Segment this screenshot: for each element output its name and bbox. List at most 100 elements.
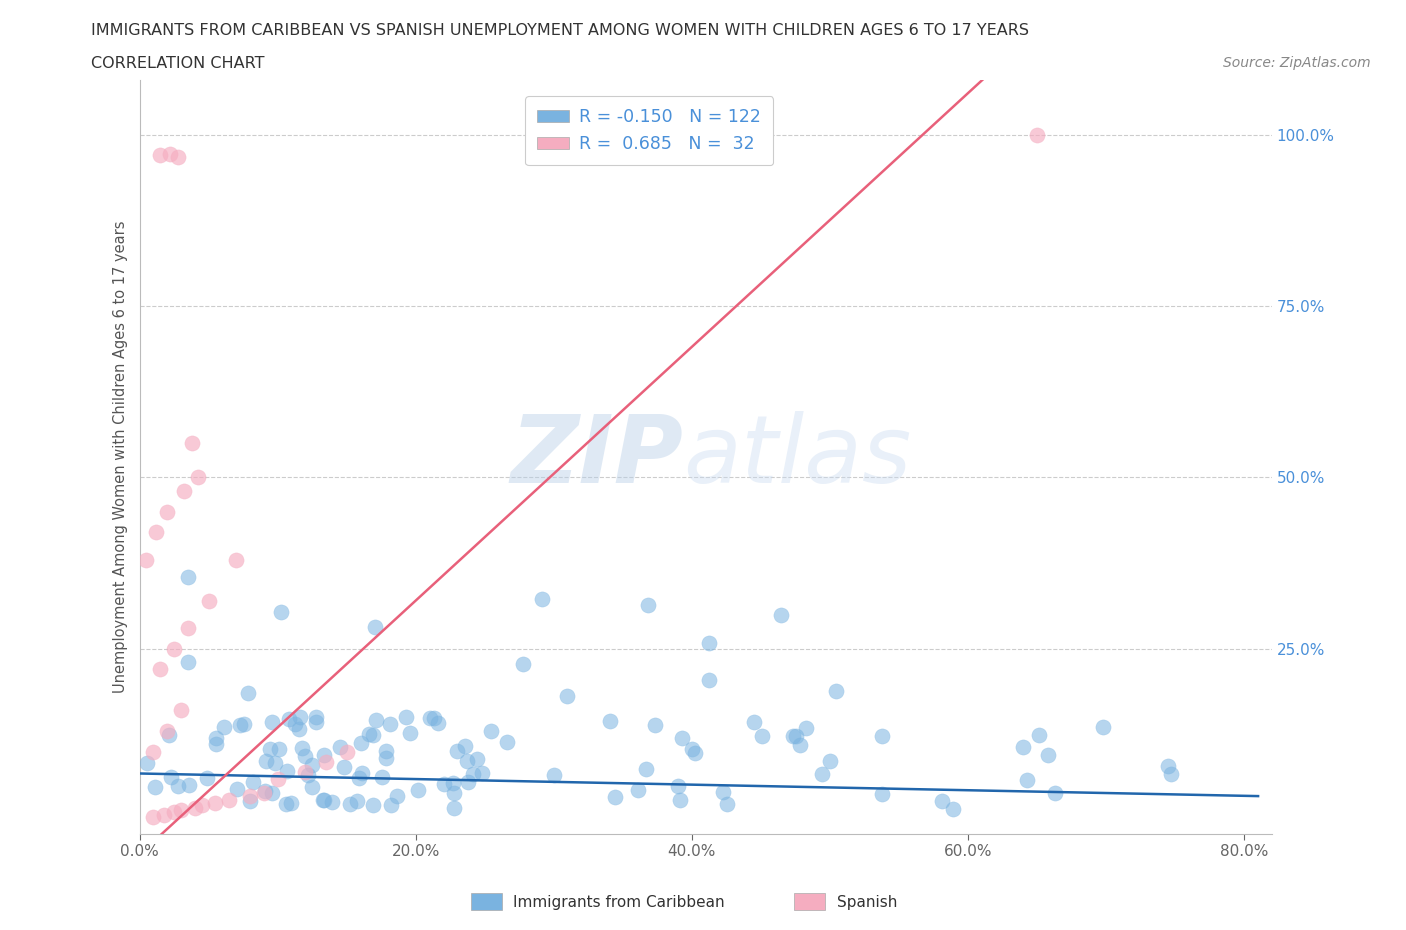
Point <box>170 703 193 718</box>
Point <box>276 764 298 778</box>
Point <box>1043 786 1066 801</box>
Text: atlas: atlas <box>683 411 911 502</box>
Point <box>751 728 773 743</box>
Point <box>346 794 368 809</box>
Point <box>371 770 394 785</box>
Point <box>294 749 316 764</box>
Point <box>671 731 693 746</box>
Point <box>328 739 350 754</box>
Point <box>179 778 201 793</box>
Point <box>177 654 200 669</box>
Point <box>742 714 765 729</box>
Point <box>205 737 228 751</box>
Point <box>177 621 200 636</box>
Point <box>441 776 464 790</box>
Point <box>408 782 430 797</box>
Point <box>347 770 370 785</box>
Point <box>352 766 374 781</box>
Point <box>259 741 281 756</box>
Point <box>142 809 165 824</box>
Point <box>312 793 335 808</box>
Point <box>1026 127 1049 142</box>
Point <box>870 729 893 744</box>
Point <box>479 724 502 738</box>
Point <box>931 793 953 808</box>
Point <box>143 780 166 795</box>
Point <box>627 782 650 797</box>
Point <box>426 716 449 731</box>
Y-axis label: Unemployment Among Women with Children Ages 6 to 17 years: Unemployment Among Women with Children A… <box>114 220 128 693</box>
Point <box>457 775 479 790</box>
Text: IMMIGRANTS FROM CARIBBEAN VS SPANISH UNEMPLOYMENT AMONG WOMEN WITH CHILDREN AGES: IMMIGRANTS FROM CARIBBEAN VS SPANISH UNE… <box>91 23 1029 38</box>
Point <box>711 785 734 800</box>
Point <box>555 688 578 703</box>
Point <box>634 762 657 777</box>
Text: Spanish: Spanish <box>837 895 897 910</box>
Point <box>254 784 277 799</box>
Point <box>186 470 208 485</box>
Point <box>229 718 252 733</box>
Point <box>1157 759 1180 774</box>
Point <box>170 803 193 817</box>
Point <box>181 436 204 451</box>
Point <box>197 770 219 785</box>
Point <box>236 685 259 700</box>
Point <box>380 797 402 812</box>
Point <box>270 604 292 619</box>
Point <box>135 552 157 567</box>
Point <box>1092 720 1115 735</box>
Point <box>297 767 319 782</box>
Point <box>378 717 401 732</box>
Point <box>214 720 236 735</box>
Point <box>253 785 276 800</box>
Point <box>305 710 328 724</box>
Point <box>239 794 262 809</box>
Point <box>197 593 219 608</box>
Point <box>782 729 804 744</box>
Point <box>159 147 181 162</box>
Point <box>942 802 965 817</box>
Point <box>810 766 832 781</box>
Point <box>315 754 337 769</box>
Text: Immigrants from Caribbean: Immigrants from Caribbean <box>513 895 725 910</box>
Point <box>321 795 343 810</box>
Point <box>304 715 326 730</box>
Point <box>716 797 738 812</box>
Point <box>266 772 288 787</box>
Point <box>294 764 316 779</box>
Point <box>543 767 565 782</box>
Point <box>531 591 554 606</box>
Point <box>269 741 291 756</box>
Point <box>465 751 488 766</box>
Point <box>1011 740 1033 755</box>
Point <box>276 796 298 811</box>
Point <box>395 710 418 724</box>
Point <box>443 786 465 801</box>
Point <box>204 730 226 745</box>
Point <box>312 792 335 807</box>
Point <box>605 790 627 804</box>
Point <box>461 766 484 781</box>
Point <box>301 779 323 794</box>
Point <box>254 754 277 769</box>
Point <box>375 751 398 765</box>
Point <box>697 635 720 650</box>
Point <box>218 792 240 807</box>
Point <box>157 727 180 742</box>
Point <box>399 725 422 740</box>
Point <box>666 778 689 793</box>
Point <box>339 796 361 811</box>
Point <box>443 801 465 816</box>
Text: Source: ZipAtlas.com: Source: ZipAtlas.com <box>1223 56 1371 70</box>
Point <box>163 642 186 657</box>
Point <box>456 754 478 769</box>
Point <box>239 789 262 804</box>
Point <box>156 724 179 738</box>
Point <box>190 798 212 813</box>
Point <box>454 739 477 754</box>
Point <box>260 715 283 730</box>
Legend: R = -0.150   N = 122, R =  0.685   N =  32: R = -0.150 N = 122, R = 0.685 N = 32 <box>526 97 773 166</box>
Point <box>301 758 323 773</box>
Point <box>135 755 157 770</box>
Point <box>156 504 179 519</box>
